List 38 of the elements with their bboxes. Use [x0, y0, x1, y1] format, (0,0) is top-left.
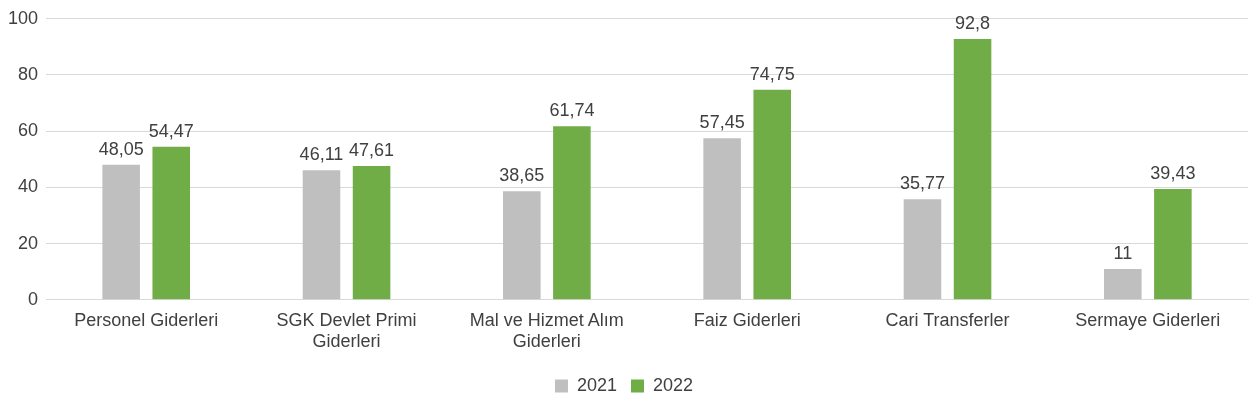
data-label: 57,45	[699, 112, 745, 133]
data-label: 38,65	[499, 165, 545, 186]
bar	[352, 166, 391, 300]
data-label: 61,74	[549, 100, 595, 121]
bar	[302, 170, 341, 300]
data-label: 74,75	[749, 63, 795, 84]
x-tick-label: Sermaye Giderleri	[1075, 309, 1221, 330]
y-tick-label: 40	[18, 176, 39, 197]
bar	[953, 39, 992, 300]
bar	[1154, 189, 1192, 300]
x-tick-label: Personel Giderleri	[74, 309, 219, 330]
data-label: 35,77	[899, 173, 945, 194]
y-tick-label: 20	[18, 232, 39, 253]
data-label: 48,05	[98, 138, 144, 159]
data-label: 54,47	[148, 120, 194, 141]
bar	[753, 89, 791, 300]
legend-label: 2021	[576, 374, 617, 395]
y-tick-label: 100	[7, 7, 39, 28]
bar	[503, 191, 541, 300]
bar	[703, 138, 741, 300]
bar	[903, 199, 942, 300]
bar	[102, 164, 140, 300]
x-tick-label: SGK Devlet Primi Giderleri	[276, 309, 417, 352]
legend-label: 2022	[653, 374, 694, 395]
y-tick-label: 60	[18, 120, 39, 141]
data-label: 46,11	[299, 144, 344, 165]
x-tick-label: Faiz Giderleri	[693, 309, 801, 330]
data-label: 47,61	[349, 139, 395, 160]
bar	[152, 146, 191, 300]
y-tick-label: 80	[18, 63, 39, 84]
x-tick-label: Cari Transferler	[885, 309, 1010, 330]
data-label: 39,43	[1150, 162, 1196, 183]
bar	[1104, 268, 1142, 300]
data-label: 11	[1113, 242, 1133, 263]
bar	[553, 126, 591, 300]
data-label: 92,8	[955, 13, 991, 33]
y-tick-label: 0	[28, 288, 39, 309]
x-tick-label: Mal ve Hizmet Alım Giderleri	[469, 309, 624, 352]
